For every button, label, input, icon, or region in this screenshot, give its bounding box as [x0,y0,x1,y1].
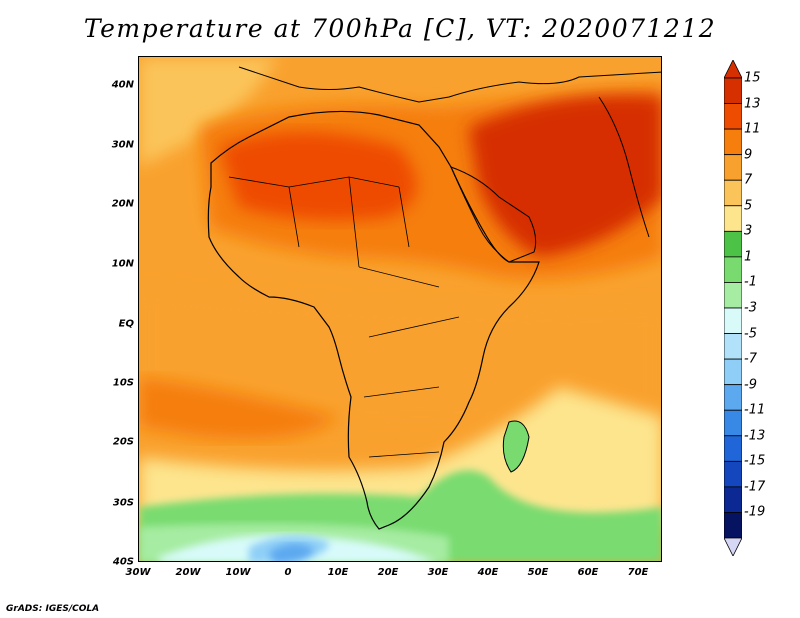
lat-tick-30n: 30N [111,139,134,151]
lat-tick-20s: 20S [112,436,134,448]
lon-tick-60e: 60E [577,567,599,578]
europe-outline [238,66,661,103]
tropical-field [139,287,661,437]
colorbar-label: -13 [744,428,766,444]
lon-tick-30e: 30E [427,567,449,578]
colorbar-swatch [724,77,742,104]
colorbar-label: -17 [744,479,766,495]
subtropical-field [139,387,661,527]
lat-tick-30s: 30S [112,497,134,509]
colorbar-label: 3 [744,223,753,239]
lon-tick-70e: 70E [627,567,649,578]
lat-tick-40n: 40N [111,79,134,91]
colorbar-swatch [724,154,742,181]
lon-tick-50e: 50E [527,567,549,578]
colorbar [724,60,742,556]
lat-tick-40s: 40S [112,556,134,568]
lon-tick-10e: 10E [327,567,349,578]
africa-outline [207,110,540,530]
colorbar-swatch [724,230,742,258]
colorbar-swatch [724,205,742,232]
country-borders [228,176,460,458]
colorbar-label: -1 [744,274,757,290]
colorbar-swatch [724,179,742,207]
lon-tick-20w: 20W [175,567,201,578]
arabia-outline [450,166,537,263]
colorbar-swatch [724,435,742,462]
colorbar-label: 11 [744,121,761,137]
colorbar-swatch [724,384,742,411]
india-outline [598,96,650,238]
colorbar-swatch [724,307,742,334]
colorbar-swatch [724,282,742,309]
colorbar-swatch [724,409,742,437]
lon-tick-20e: 20E [377,567,399,578]
lon-tick-10w: 10W [225,567,251,578]
colorbar-label: 9 [744,147,753,163]
coldest-core-field [269,543,314,561]
colorbar-label: 1 [744,249,753,265]
colorbar-swatch [724,460,742,488]
temperature-map [138,56,662,562]
cool-northwest-field [139,57,279,167]
colorbar-label: 15 [744,70,761,86]
lat-tick-10n: 10N [111,258,134,270]
colorbar-label: -9 [744,377,757,393]
colorbar-swatch [724,103,742,130]
colorbar-swatch [724,358,742,386]
lat-tick-10s: 10S [112,377,134,389]
colorbar-label: -19 [744,504,766,520]
colorbar-label: 13 [744,96,761,112]
colorbar-label: 7 [744,172,753,188]
madagascar-outline [502,420,530,473]
lon-tick-0: 0 [284,567,292,578]
colorbar-label: -11 [744,402,766,418]
colorbar-bottom-cap [724,537,742,556]
map-canvas [139,57,661,561]
lat-tick-20n: 20N [111,198,134,210]
lat-tick-eq: EQ [118,318,134,330]
credit-text: GrADS: IGES/COLA [6,604,100,614]
sahara-hot-field [219,132,417,221]
colorbar-swatch [724,333,742,360]
colorbar-label: -3 [744,300,757,316]
colorbar-swatch [724,486,742,513]
colorbar-swatch [724,128,742,156]
colorbar-top-cap [724,60,742,79]
colorbar-swatch [724,256,742,283]
colorbar-label: -15 [744,453,766,469]
lon-tick-40e: 40E [477,567,499,578]
atlantic-warm-field [139,377,339,440]
colorbar-swatch [724,512,742,539]
lon-tick-30w: 30W [125,567,151,578]
chart-title: Temperature at 700hPa [C], VT: 202007121… [83,14,717,43]
arabia-hot-field [469,95,661,257]
colorbar-label: 5 [744,198,753,214]
colorbar-label: -7 [744,351,757,367]
colorbar-label: -5 [744,326,757,342]
